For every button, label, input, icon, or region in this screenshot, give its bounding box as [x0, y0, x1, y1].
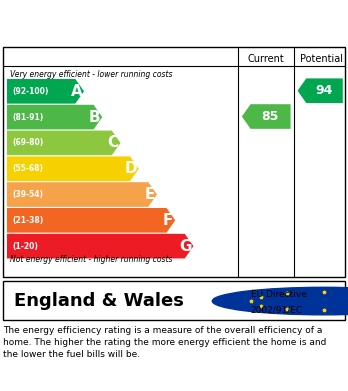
Text: (39-54): (39-54): [12, 190, 43, 199]
Text: B: B: [89, 109, 101, 125]
Text: 94: 94: [315, 84, 332, 97]
Text: (21-38): (21-38): [12, 216, 44, 225]
Text: G: G: [179, 239, 192, 254]
Text: England & Wales: England & Wales: [14, 292, 184, 310]
Text: EU Directive: EU Directive: [251, 290, 307, 299]
Circle shape: [212, 287, 348, 315]
Text: (81-91): (81-91): [12, 113, 44, 122]
Text: (1-20): (1-20): [12, 242, 38, 251]
Text: A: A: [71, 84, 82, 99]
Text: Current: Current: [248, 54, 285, 65]
Text: (55-68): (55-68): [12, 164, 43, 173]
Text: Not energy efficient - higher running costs: Not energy efficient - higher running co…: [10, 255, 173, 264]
Text: (92-100): (92-100): [12, 87, 49, 96]
Polygon shape: [298, 78, 343, 103]
Text: C: C: [108, 135, 119, 151]
Polygon shape: [7, 79, 84, 104]
Text: D: D: [124, 161, 137, 176]
Text: 2002/91/EC: 2002/91/EC: [251, 305, 303, 314]
Polygon shape: [7, 105, 102, 129]
Polygon shape: [7, 131, 120, 155]
Text: Energy Efficiency Rating: Energy Efficiency Rating: [10, 13, 258, 32]
Text: F: F: [163, 213, 173, 228]
Text: Potential: Potential: [300, 54, 342, 65]
Polygon shape: [7, 182, 157, 207]
Polygon shape: [242, 104, 291, 129]
Polygon shape: [7, 208, 175, 233]
Text: E: E: [145, 187, 155, 202]
Polygon shape: [7, 156, 139, 181]
Text: 85: 85: [261, 110, 278, 123]
Text: (69-80): (69-80): [12, 138, 44, 147]
Polygon shape: [7, 234, 193, 258]
Text: The energy efficiency rating is a measure of the overall efficiency of a
home. T: The energy efficiency rating is a measur…: [3, 326, 327, 359]
Text: Very energy efficient - lower running costs: Very energy efficient - lower running co…: [10, 70, 173, 79]
